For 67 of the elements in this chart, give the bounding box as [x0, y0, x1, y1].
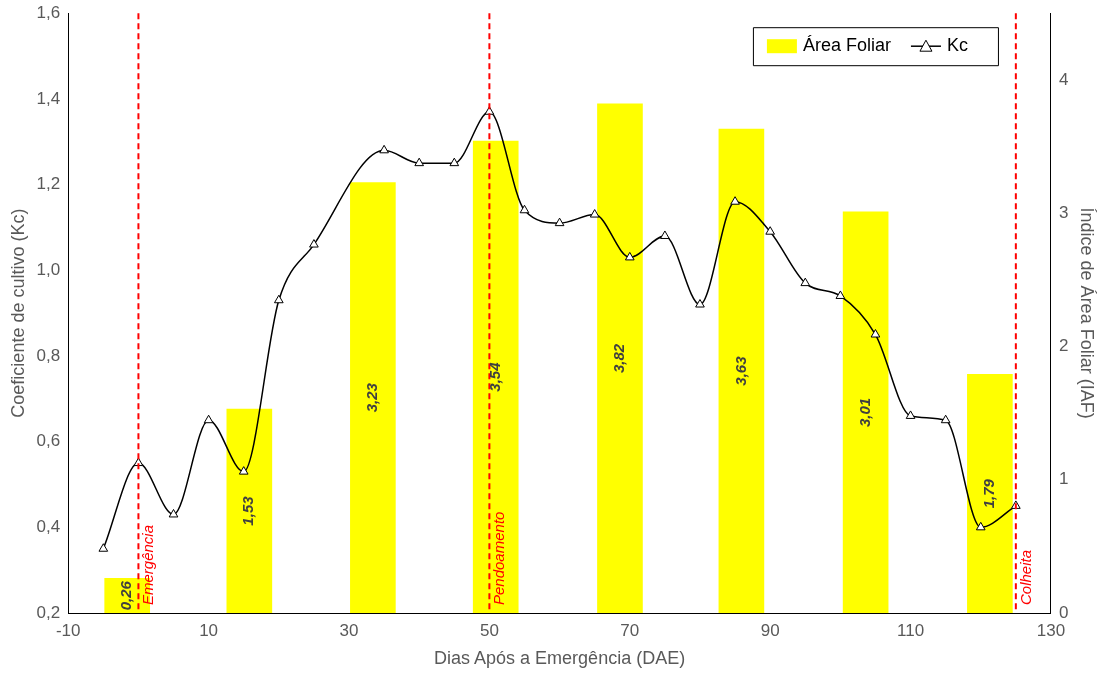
data-label: 3,01	[855, 397, 873, 427]
point	[940, 414, 951, 424]
y2-axis-title: Índice de Área Foliar (IAF)	[1077, 207, 1098, 419]
data-label: 0,26	[117, 580, 135, 611]
point	[379, 144, 389, 154]
x-tick-label: 110	[897, 620, 925, 640]
data-label: 1,79	[980, 478, 998, 509]
legend-label: Kc	[946, 35, 968, 56]
ref-line-label: Colheita	[1016, 549, 1034, 605]
point	[414, 157, 425, 167]
point	[695, 299, 705, 308]
x-tick-label: -10	[55, 620, 81, 640]
y-tick-label: 0,4	[36, 517, 61, 536]
y-tick-label: 0,2	[36, 602, 61, 622]
point	[203, 414, 214, 424]
y-axis-title: Coeficiente de cultivo (Kc)	[7, 208, 28, 418]
bar	[472, 140, 519, 613]
x-tick-label: 10	[199, 620, 219, 640]
y2-tick-label: 2	[1058, 336, 1069, 356]
point	[98, 543, 109, 552]
y-tick-label: 1,6	[36, 2, 61, 22]
point	[660, 230, 670, 239]
bar	[967, 374, 1013, 613]
point	[449, 157, 460, 167]
y2-tick-label: 0	[1058, 602, 1069, 622]
data-label: 3,23	[363, 382, 381, 413]
point	[624, 251, 635, 261]
point	[870, 329, 881, 338]
point	[554, 217, 565, 227]
point	[238, 466, 249, 475]
x-tick-label: 90	[760, 620, 780, 640]
bar	[842, 211, 889, 613]
point	[905, 410, 916, 419]
y-tick-label: 1,2	[36, 174, 61, 194]
y2-tick-label: 4	[1058, 69, 1069, 89]
data-label: 3,54	[485, 361, 503, 392]
x-tick-label: 30	[339, 620, 359, 640]
point	[800, 277, 811, 287]
y-tick-label: 0,8	[36, 345, 61, 365]
y-tick-label: 1,4	[36, 88, 61, 108]
x-tick-label: 70	[620, 620, 640, 640]
x-tick-label: 50	[479, 620, 499, 640]
point	[589, 209, 600, 218]
bar	[718, 128, 765, 613]
point	[309, 239, 319, 248]
y-tick-label: 1,0	[36, 259, 61, 279]
point	[765, 226, 775, 235]
point	[168, 508, 179, 518]
data-label: 1,53	[239, 495, 257, 526]
point	[975, 521, 986, 531]
y-tick-label: 0,6	[36, 431, 61, 451]
y2-tick-label: 3	[1058, 202, 1069, 222]
x-tick-label: 130	[1036, 620, 1066, 640]
point	[835, 290, 846, 299]
legend-label: Área Foliar	[802, 35, 891, 56]
data-label: 3,63	[731, 355, 749, 386]
data-label: 3,82	[610, 343, 628, 374]
x-axis-title: Dias Após a Emergência (DAE)	[434, 648, 686, 669]
ref-line-label: Pendoamento	[490, 511, 508, 605]
bar	[597, 103, 643, 613]
point	[519, 204, 530, 214]
y2-tick-label: 1	[1058, 469, 1069, 489]
point	[730, 196, 740, 205]
bar	[226, 408, 273, 613]
bar	[350, 182, 396, 613]
point	[273, 294, 284, 304]
ref-line-label: Emergência	[139, 524, 157, 605]
